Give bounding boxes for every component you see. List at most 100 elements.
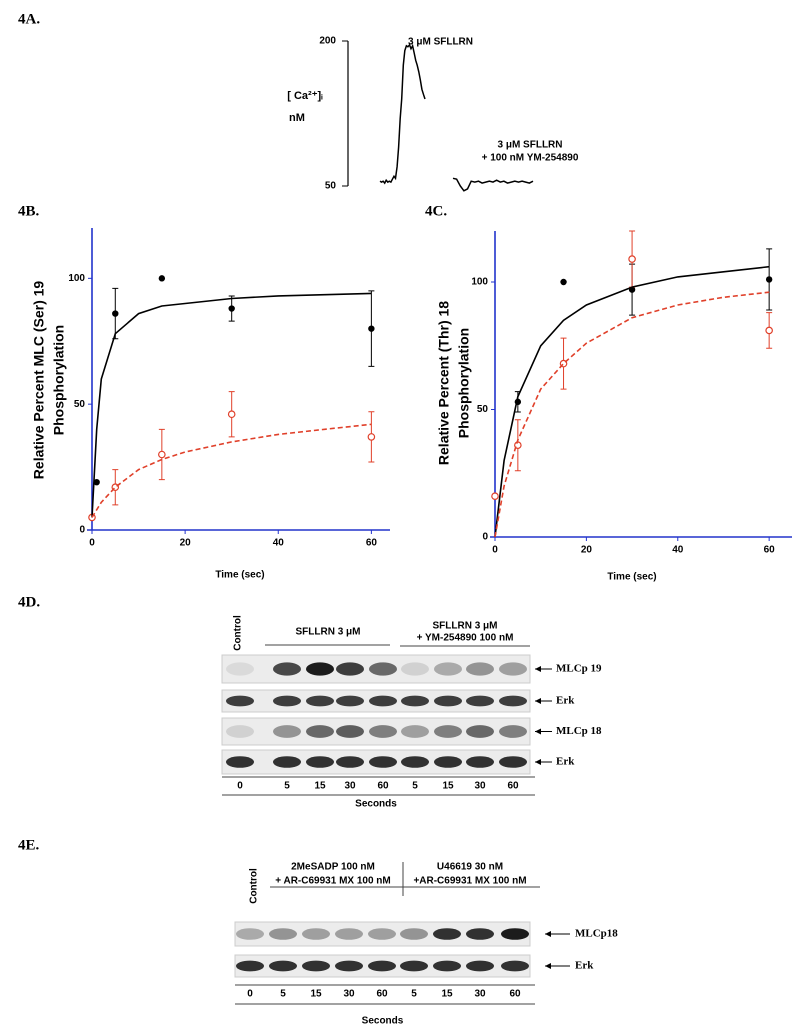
blot-band (236, 928, 264, 940)
x-tick-label: 20 (180, 538, 192, 549)
data-point (227, 410, 236, 419)
fit-curve (91, 423, 372, 518)
fit-curve (494, 291, 770, 538)
lane-label: 30 (343, 989, 355, 1000)
blot-band (368, 928, 396, 940)
blot-band (226, 756, 254, 768)
x-axis-label: Seconds (362, 1016, 404, 1027)
blot-band (401, 695, 429, 707)
blot-band (273, 662, 301, 676)
data-point (765, 276, 773, 283)
blot-band (401, 756, 429, 768)
y-axis-label: [ Ca²⁺]ᵢ (287, 90, 323, 102)
data-point (158, 450, 166, 459)
x-tick-label: 60 (366, 538, 378, 549)
blot-band (336, 756, 364, 768)
arrow-head (535, 666, 541, 672)
blot-band (401, 662, 429, 676)
blot-band (466, 928, 494, 940)
data-point (765, 326, 773, 335)
data-point (628, 255, 636, 263)
lane-label: 0 (247, 989, 253, 1000)
x-axis-label: Time (sec) (607, 572, 656, 583)
blot-band (226, 695, 254, 707)
blot-band (368, 960, 396, 972)
data-point (367, 433, 376, 441)
row-label: Erk (575, 960, 594, 972)
blot-band (302, 928, 330, 940)
lane-label: 5 (284, 781, 290, 792)
blot-band (501, 960, 529, 972)
lane-label: 30 (344, 781, 356, 792)
group-header: SFLLRN 3 μM (295, 627, 360, 638)
blot-band (499, 695, 527, 707)
group-header: 2MeSADP 100 nM (291, 862, 375, 873)
blot-band (400, 960, 428, 972)
group-header: + AR-C69931 MX 100 nM (275, 876, 391, 887)
blot-band (306, 756, 334, 768)
blot-band (226, 662, 254, 676)
arrow-head (535, 728, 541, 735)
blot-band (273, 725, 301, 738)
annotation: 3 μM SFLLRN (408, 37, 473, 48)
x-axis-label: Time (sec) (215, 570, 264, 581)
data-point (93, 478, 100, 486)
group-header: +AR-C69931 MX 100 nM (413, 876, 526, 887)
lane-label: 60 (509, 989, 521, 1000)
blot-band (306, 695, 334, 707)
blot-band (236, 960, 264, 972)
arrow-head (535, 698, 541, 704)
x-tick-label: 40 (273, 538, 285, 549)
blot-band (434, 725, 462, 738)
fit-curve (91, 292, 372, 518)
row-label: Erk (556, 695, 575, 707)
blot-band (434, 756, 462, 768)
annotation: + 100 nM YM-254890 (482, 153, 579, 164)
lane-label: 5 (412, 781, 418, 792)
y-axis-label: Phosphorylation (456, 328, 472, 438)
blot-band (335, 928, 363, 940)
arrow-head (545, 931, 551, 937)
y-tick-label: 200 (319, 36, 336, 47)
lane-label: 15 (314, 781, 326, 792)
blot-band (306, 725, 334, 738)
panel-label: 4A. (18, 11, 40, 27)
group-header: SFLLRN 3 μM (432, 621, 497, 632)
row-label: MLCp 19 (556, 663, 602, 675)
fit-curve (494, 265, 770, 538)
lane-label: 30 (474, 989, 486, 1000)
arrow-head (545, 963, 551, 969)
lane-label: 15 (310, 989, 322, 1000)
lane-label: 15 (442, 781, 454, 792)
group-header: U46619 30 nM (437, 862, 503, 873)
blot-band (302, 960, 330, 972)
data-point (368, 325, 375, 332)
y-axis-label: Relative Percent (Thr) 18 (436, 301, 452, 465)
lane-header: Control (233, 615, 244, 651)
data-point (158, 275, 166, 282)
lane-label: 0 (237, 781, 243, 792)
blot-band (336, 695, 364, 707)
panel-label: 4D. (18, 594, 40, 610)
y-tick-label: 50 (477, 404, 489, 415)
lane-label: 5 (411, 989, 417, 1000)
blot-band (269, 928, 297, 940)
y-tick-label: 0 (79, 525, 85, 536)
data-point (560, 278, 567, 286)
blot-band (273, 695, 301, 707)
y-tick-label: 50 (325, 181, 337, 192)
blot-band (434, 662, 462, 676)
blot-band (336, 662, 364, 676)
lane-label: 60 (507, 781, 519, 792)
lane-label: 15 (441, 989, 453, 1000)
blot-band (499, 725, 527, 738)
blot-band (466, 662, 494, 676)
y-axis-label: Relative Percent MLC (Ser) 19 (31, 281, 47, 480)
blot-band (369, 725, 397, 738)
x-tick-label: 20 (581, 545, 593, 556)
blot-band (335, 960, 363, 972)
lane-label: 5 (280, 989, 286, 1000)
blot-band (466, 725, 494, 738)
group-header: + YM-254890 100 nM (417, 633, 514, 644)
